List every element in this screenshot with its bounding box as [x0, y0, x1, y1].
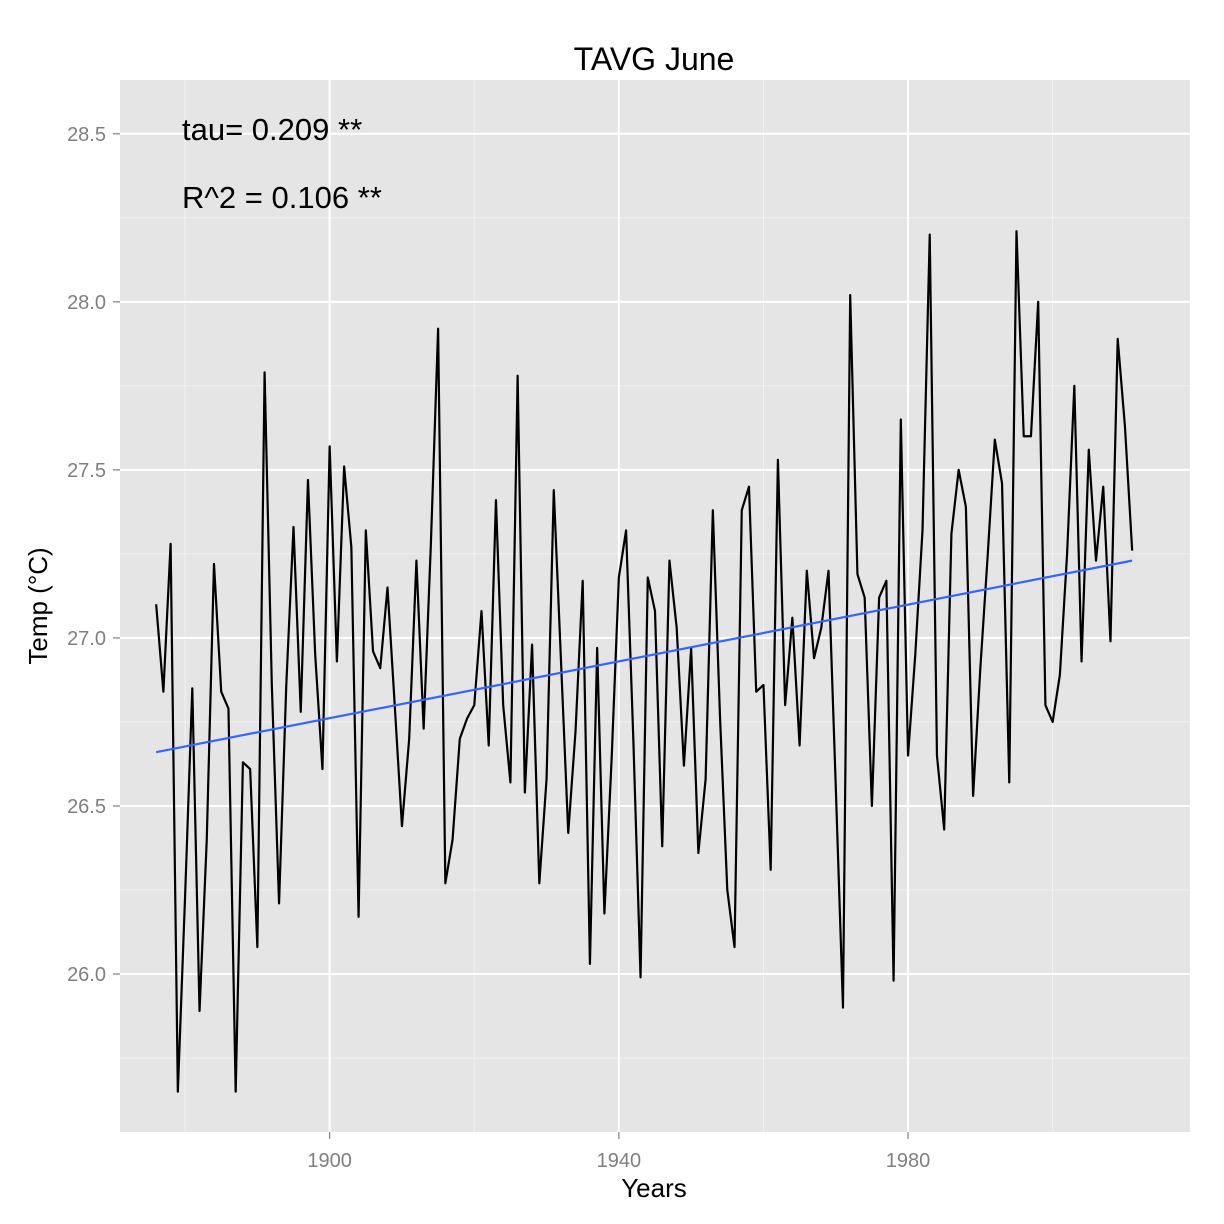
- y-tick-label: 28.0: [67, 292, 106, 314]
- y-tick-label: 28.5: [67, 124, 106, 146]
- y-tick-label: 26.0: [67, 964, 106, 986]
- y-tick-label: 26.5: [67, 796, 106, 818]
- chart-title: TAVG June: [574, 41, 735, 77]
- tau-annotation: tau= 0.209 **: [182, 112, 362, 147]
- r-squared-annotation: R^2 = 0.106 **: [182, 180, 382, 215]
- x-tick-label: 1900: [307, 1150, 352, 1172]
- temperature-series-line: [155, 230, 1134, 1093]
- x-axis-title: Years: [621, 1173, 687, 1203]
- x-tick-label: 1940: [597, 1150, 642, 1172]
- x-axis: 1900 1940 1980: [307, 1132, 930, 1172]
- y-axis-title: Temp (°C): [23, 547, 53, 664]
- x-tick-label: 1980: [886, 1150, 931, 1172]
- y-tick-label: 27.0: [67, 628, 106, 650]
- trend-line: [155, 559, 1133, 754]
- y-axis: 26.0 26.5 27.0 27.5 28.0 28.5: [67, 124, 120, 986]
- y-tick-label: 27.5: [67, 460, 106, 482]
